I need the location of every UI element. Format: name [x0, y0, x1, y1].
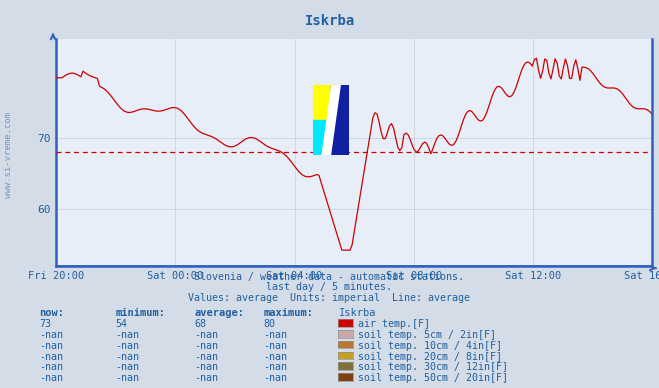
Text: Values: average  Units: imperial  Line: average: Values: average Units: imperial Line: av… [188, 293, 471, 303]
Text: -nan: -nan [264, 362, 287, 372]
Text: 80: 80 [264, 319, 275, 329]
Text: air temp.[F]: air temp.[F] [358, 319, 430, 329]
Text: -nan: -nan [194, 362, 218, 372]
Text: -nan: -nan [194, 330, 218, 340]
Text: -nan: -nan [115, 352, 139, 362]
Text: 68: 68 [194, 319, 206, 329]
Text: -nan: -nan [194, 352, 218, 362]
Text: 73: 73 [40, 319, 51, 329]
Text: -nan: -nan [40, 352, 63, 362]
Text: now:: now: [40, 308, 65, 319]
Text: -nan: -nan [264, 330, 287, 340]
Text: maximum:: maximum: [264, 308, 314, 319]
Text: -nan: -nan [40, 330, 63, 340]
Text: soil temp. 30cm / 12in[F]: soil temp. 30cm / 12in[F] [358, 362, 508, 372]
Text: -nan: -nan [115, 341, 139, 351]
Text: -nan: -nan [264, 352, 287, 362]
Polygon shape [331, 85, 349, 155]
Polygon shape [313, 120, 331, 155]
Text: Iskrba: Iskrba [339, 308, 377, 319]
Text: average:: average: [194, 308, 244, 319]
Text: -nan: -nan [194, 373, 218, 383]
Text: -nan: -nan [264, 341, 287, 351]
Text: soil temp. 50cm / 20in[F]: soil temp. 50cm / 20in[F] [358, 373, 508, 383]
Text: -nan: -nan [115, 362, 139, 372]
Text: soil temp. 5cm / 2in[F]: soil temp. 5cm / 2in[F] [358, 330, 496, 340]
Polygon shape [322, 85, 340, 155]
Text: -nan: -nan [194, 341, 218, 351]
Text: last day / 5 minutes.: last day / 5 minutes. [266, 282, 393, 293]
Text: 54: 54 [115, 319, 127, 329]
Text: Iskrba: Iskrba [304, 14, 355, 28]
Text: -nan: -nan [115, 373, 139, 383]
Text: -nan: -nan [40, 362, 63, 372]
Text: www.si-vreme.com: www.si-vreme.com [4, 112, 13, 198]
Text: -nan: -nan [40, 373, 63, 383]
Text: soil temp. 20cm / 8in[F]: soil temp. 20cm / 8in[F] [358, 352, 502, 362]
Polygon shape [313, 85, 331, 120]
Text: -nan: -nan [40, 341, 63, 351]
Text: -nan: -nan [264, 373, 287, 383]
Text: Slovenia / weather data - automatic stations.: Slovenia / weather data - automatic stat… [194, 272, 465, 282]
Text: soil temp. 10cm / 4in[F]: soil temp. 10cm / 4in[F] [358, 341, 502, 351]
Text: minimum:: minimum: [115, 308, 165, 319]
Text: -nan: -nan [115, 330, 139, 340]
